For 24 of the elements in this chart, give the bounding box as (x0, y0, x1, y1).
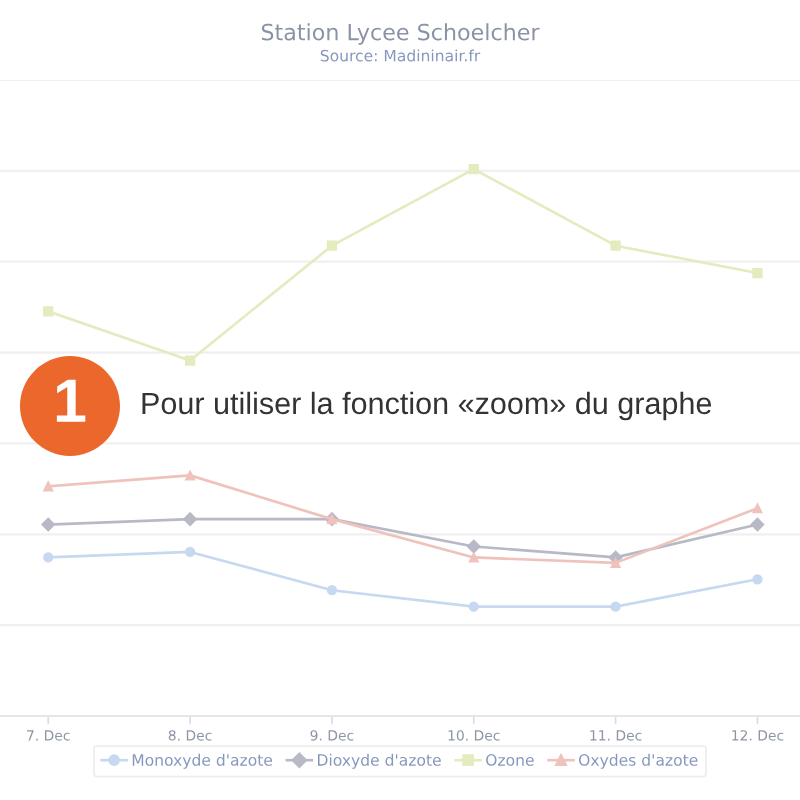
point (43, 481, 54, 492)
point (43, 306, 54, 317)
point (183, 512, 198, 527)
point (752, 574, 763, 585)
point (326, 585, 338, 596)
point (184, 355, 196, 366)
point (752, 503, 763, 514)
point (41, 517, 56, 532)
point (184, 470, 196, 481)
point (610, 557, 621, 569)
point (610, 240, 621, 251)
chart-title: Station Lycee Schoelcher (261, 23, 540, 45)
point (468, 163, 479, 175)
annotation: 1 (56, 379, 86, 422)
point (752, 267, 763, 279)
point (184, 546, 196, 558)
point (610, 601, 621, 612)
point (43, 552, 54, 563)
point (326, 240, 338, 251)
point (750, 517, 765, 532)
point (466, 539, 481, 554)
point (468, 552, 479, 563)
point (468, 601, 479, 612)
annotation: Pour utiliser la fonction «zoom» du graphe (142, 391, 712, 421)
